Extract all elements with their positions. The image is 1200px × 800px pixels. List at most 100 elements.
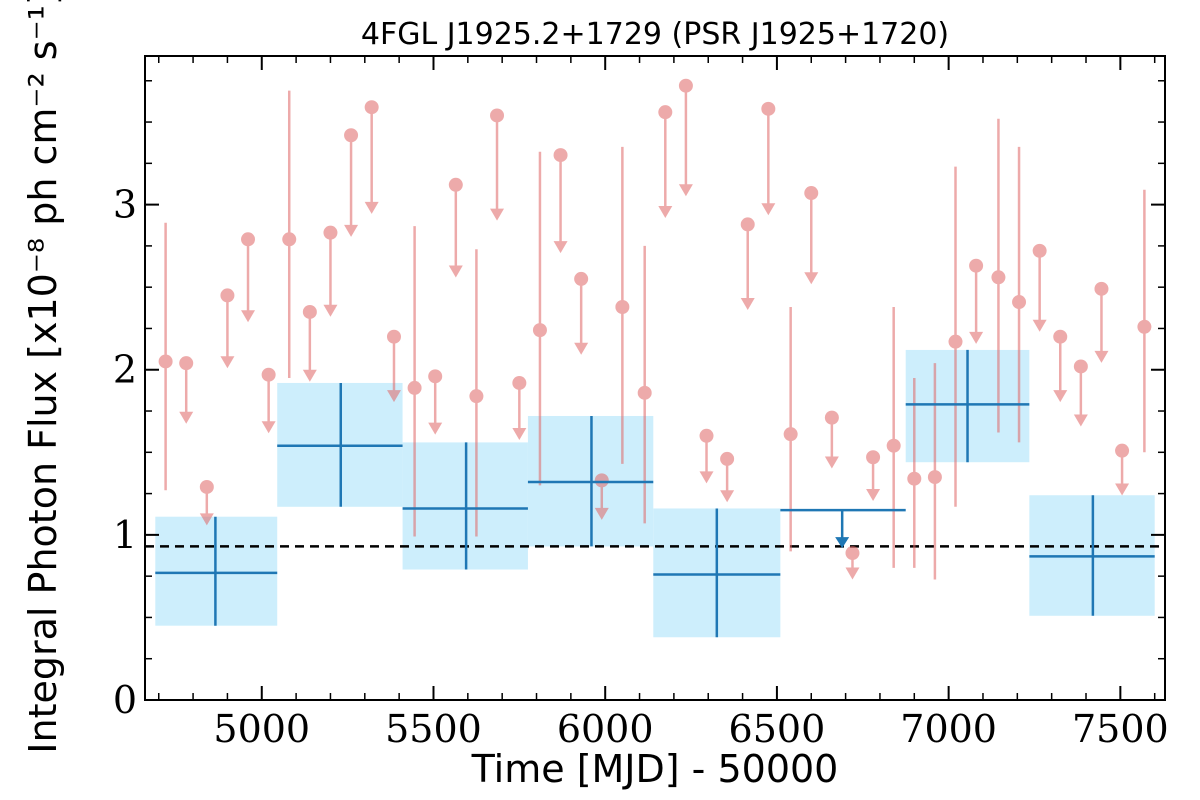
plot-frame [144,55,1166,701]
short-point-31 [804,186,819,285]
short-ul-arrow-19 [553,241,568,254]
short-marker-24 [658,105,673,120]
short-ul-arrow-26 [699,471,714,484]
short-ul-arrow-5 [261,421,276,434]
short-ul-arrow-20 [574,342,589,355]
x-tick-label-0: 5000 [213,707,310,751]
axis-ticks [145,56,1165,701]
short-point-26 [699,428,714,484]
bin-point-1 [277,382,403,507]
short-ul-arrow-9 [344,224,359,237]
short-marker-17 [512,375,527,390]
short-marker-42 [1032,243,1047,258]
short-point-9 [344,128,359,237]
short-ul-arrow-46 [1115,483,1130,496]
short-marker-18 [532,323,547,338]
short-point-36 [907,378,922,568]
short-ul-arrow-4 [241,310,256,323]
short-marker-38 [948,334,963,349]
short-ul-arrow-29 [761,203,776,216]
short-ul-arrow-39 [969,331,984,344]
short-marker-29 [761,101,776,116]
short-marker-2 [199,479,214,494]
chart-title: 4FGL J1925.2+1729 (PSR J1925+1720) [361,17,949,52]
short-ul-arrow-45 [1094,350,1109,363]
short-point-37 [927,363,942,580]
short-marker-27 [720,451,735,466]
short-point-17 [512,375,527,441]
bin-ul-arrow-5 [835,537,850,549]
short-marker-1 [179,356,194,371]
short-marker-4 [241,232,256,247]
bin-point-5 [780,508,906,549]
short-marker-20 [574,271,589,286]
short-point-14 [448,177,463,278]
short-point-23 [637,245,652,524]
short-point-42 [1032,243,1047,332]
short-point-47 [1137,189,1152,453]
short-point-11 [386,329,401,403]
short-marker-22 [615,299,630,314]
x-tick-label-1: 5500 [385,707,482,751]
short-ul-arrow-31 [804,272,819,285]
short-ul-arrow-21 [594,507,609,520]
short-point-30 [783,306,798,552]
short-point-1 [179,356,194,424]
short-point-25 [678,78,693,197]
short-ul-arrow-2 [199,513,214,526]
short-ul-arrow-43 [1053,390,1068,403]
short-marker-44 [1073,359,1088,374]
short-point-20 [574,271,589,355]
short-marker-19 [553,148,568,163]
short-marker-10 [364,100,379,115]
short-ul-arrow-14 [448,265,463,278]
short-marker-45 [1094,281,1109,296]
short-ul-arrow-3 [220,356,235,369]
bin-point-3 [527,415,654,547]
short-marker-46 [1115,443,1130,458]
short-marker-13 [428,369,443,384]
short-point-21 [594,473,609,520]
short-marker-30 [783,427,798,442]
short-ul-arrow-10 [364,201,379,214]
x-tick-label-4: 7000 [900,707,997,751]
short-marker-25 [678,78,693,93]
short-ul-arrow-32 [824,456,839,469]
short-marker-6 [282,232,297,247]
binned-series [155,349,1155,638]
short-marker-16 [490,108,505,123]
bin-point-6 [905,349,1030,463]
short-point-35 [886,306,901,568]
short-marker-9 [344,128,359,143]
short-ul-arrow-42 [1032,319,1047,332]
short-marker-11 [386,329,401,344]
x-axis-label: Time [MJD] - 50000 [471,747,839,791]
short-point-43 [1053,329,1068,403]
short-marker-7 [302,304,317,319]
short-marker-28 [740,217,755,232]
short-point-44 [1073,359,1088,427]
short-ul-arrow-27 [720,490,735,503]
bin-point-0 [155,516,278,626]
short-interval-series [158,78,1152,580]
y-tick-label-0: 0 [113,678,137,722]
short-marker-3 [220,288,235,303]
short-point-29 [761,101,776,216]
short-ul-arrow-16 [490,208,505,221]
short-point-7 [302,304,317,382]
short-point-19 [553,148,568,254]
short-marker-32 [824,410,839,425]
short-ul-arrow-17 [512,428,527,441]
short-marker-21 [594,473,609,488]
short-point-8 [323,225,338,317]
short-marker-47 [1137,319,1152,334]
short-point-15 [469,249,484,537]
short-ul-arrow-24 [658,205,673,218]
short-point-16 [490,108,505,221]
short-point-2 [199,479,214,526]
short-point-33 [845,546,860,580]
short-point-38 [948,166,963,507]
bin-point-2 [402,442,528,570]
short-marker-36 [907,471,922,486]
short-marker-14 [448,177,463,192]
